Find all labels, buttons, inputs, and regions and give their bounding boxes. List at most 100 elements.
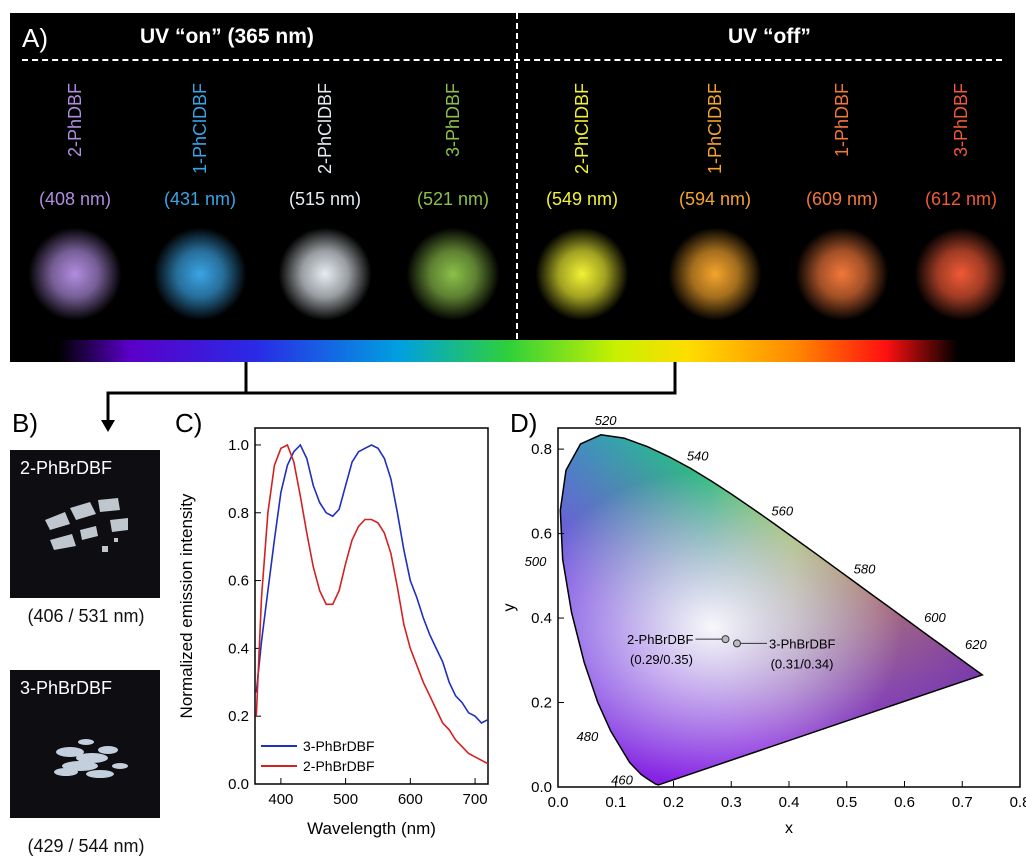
wavelength-label: 500	[525, 554, 547, 569]
x-tick-label: 700	[463, 791, 488, 808]
compound-5: 2-PhClDBF (549 nm)	[535, 83, 629, 333]
data-point	[733, 639, 742, 648]
y-tick-label: 0.4	[228, 640, 249, 657]
cie-chart: 0.0 0.1 0.2 0.3 0.4 0.5 0.6 0.7 0.8 0.0 0.2 0.4 0.6 0…	[501, 413, 1026, 837]
uv-divider	[516, 13, 518, 339]
legend-label: 2-PhBrDBF	[303, 758, 375, 774]
x-tick-label: 0.2	[663, 794, 684, 811]
compound-name: 2-PhClDBF	[315, 83, 335, 175]
wavelength-label: 480	[577, 729, 599, 744]
y-tick-label: 0.4	[531, 610, 552, 627]
x-tick-label: 0.5	[836, 794, 857, 811]
wavelength-label: 580	[854, 561, 876, 576]
compound-2: 1-PhClDBF (431 nm)	[153, 83, 247, 333]
y-tick-label: 0.8	[228, 505, 249, 522]
caption-3-phbrdbf: (429 / 544 nm)	[27, 836, 145, 856]
panel-c-label: C)	[175, 408, 203, 438]
spectral-locus	[559, 434, 984, 786]
y-axis-label: y	[501, 604, 518, 612]
x-tick-label: 0.1	[605, 794, 626, 811]
compound-wavelength: (609 nm)	[805, 189, 879, 209]
compound-name: 2-PhClDBF	[572, 83, 592, 175]
compound-3: 2-PhClDBF (515 nm)	[278, 83, 372, 333]
x-axis-label: x	[785, 820, 793, 837]
x-tick-label: 0.0	[548, 794, 569, 811]
wavelength-label: 540	[687, 449, 709, 464]
y-tick-label: 0.0	[228, 776, 249, 793]
compound-name: 3-PhDBF	[951, 83, 971, 158]
x-tick-label: 600	[398, 791, 423, 808]
x-tick-label: 0.3	[721, 794, 742, 811]
crystal-image	[406, 227, 500, 321]
bracket-connector	[101, 362, 677, 432]
chromaticity-white	[560, 434, 983, 785]
crystal-image	[278, 227, 372, 321]
plot-frame	[254, 427, 489, 785]
uv-off-heading: UV “off”	[728, 25, 811, 48]
sample-image-3-phbrdbf: 3-PhBrDBF	[10, 670, 160, 818]
crystal-image	[45, 498, 128, 552]
wavelength-label: 600	[924, 610, 946, 625]
point-coords: (0.31/0.34)	[771, 656, 834, 671]
compound-wavelength: (594 nm)	[678, 189, 752, 209]
y-tick-label: 0.6	[228, 573, 249, 590]
x-tick-label: 0.8	[1010, 794, 1026, 811]
panel-b-label: B)	[12, 408, 38, 438]
compound-wavelength: (521 nm)	[416, 189, 490, 209]
compound-4: 3-PhDBF (521 nm)	[406, 83, 500, 333]
compound-wavelength: (612 nm)	[924, 189, 998, 209]
y-tick-label: 0.2	[228, 708, 249, 725]
x-tick-label: 500	[333, 791, 358, 808]
x-tick-label: 0.4	[779, 794, 800, 811]
x-tick-label: 0.7	[952, 794, 973, 811]
panel-a-label: A)	[22, 23, 48, 53]
sample-image-2-phbrdbf: 2-PhBrDBF	[10, 450, 160, 598]
series-line	[255, 443, 489, 724]
y-tick-label: 0.0	[531, 779, 552, 796]
panel-a: A) UV “on” (365 nm) UV “off” 2-PhDBF (408…	[10, 13, 1015, 362]
wavelength-label: 520	[595, 413, 617, 428]
caption-2-phbrdbf: (406 / 531 nm)	[27, 606, 145, 626]
data-point	[721, 635, 730, 644]
compound-name: 1-PhClDBF	[705, 83, 725, 175]
crystal-image	[54, 739, 128, 778]
compound-wavelength: (549 nm)	[545, 189, 619, 209]
uv-on-heading: UV “on” (365 nm)	[140, 25, 314, 48]
series-line	[255, 443, 489, 765]
compound-name: 1-PhDBF	[832, 83, 852, 158]
compound-6: 1-PhClDBF (594 nm)	[668, 83, 762, 333]
sample-name: 3-PhBrDBF	[20, 678, 113, 698]
y-axis-label: Normalized emission intensity	[177, 493, 196, 718]
y-tick-label: 0.2	[531, 695, 552, 712]
crystal-image	[153, 227, 247, 321]
crystal-image	[914, 227, 1008, 321]
crystal-image	[668, 227, 762, 321]
panel-d-label: D)	[510, 408, 538, 438]
spectrum-bar	[58, 340, 958, 362]
compound-wavelength: (408 nm)	[38, 189, 112, 209]
compound-wavelength: (431 nm)	[163, 189, 237, 209]
wavelength-label: 560	[771, 503, 793, 518]
y-tick-label: 1.0	[228, 437, 249, 454]
compound-wavelength: (515 nm)	[288, 189, 362, 209]
crystal-image	[28, 227, 122, 321]
point-label: 3-PhBrDBF	[769, 636, 836, 651]
point-coords: (0.29/0.35)	[630, 652, 693, 667]
y-tick-label: 0.8	[531, 441, 552, 458]
compound-name: 2-PhDBF	[65, 83, 85, 158]
heading-divider	[22, 59, 1002, 61]
crystal-image	[535, 227, 629, 321]
crystal-image	[795, 227, 889, 321]
point-label: 2-PhBrDBF	[627, 632, 694, 647]
compound-1: 2-PhDBF (408 nm)	[28, 83, 122, 333]
x-tick-label: 0.6	[894, 794, 915, 811]
x-tick-label: 400	[268, 791, 293, 808]
compound-name: 3-PhDBF	[443, 83, 463, 158]
wavelength-label: 620	[965, 637, 987, 652]
sample-name: 2-PhBrDBF	[20, 458, 113, 478]
x-axis-label: Wavelength (nm)	[307, 819, 436, 838]
compound-name: 1-PhClDBF	[190, 83, 210, 175]
wavelength-label: 460	[611, 772, 633, 787]
legend-label: 3-PhBrDBF	[303, 738, 375, 754]
compound-8: 3-PhDBF (612 nm)	[914, 83, 1008, 333]
